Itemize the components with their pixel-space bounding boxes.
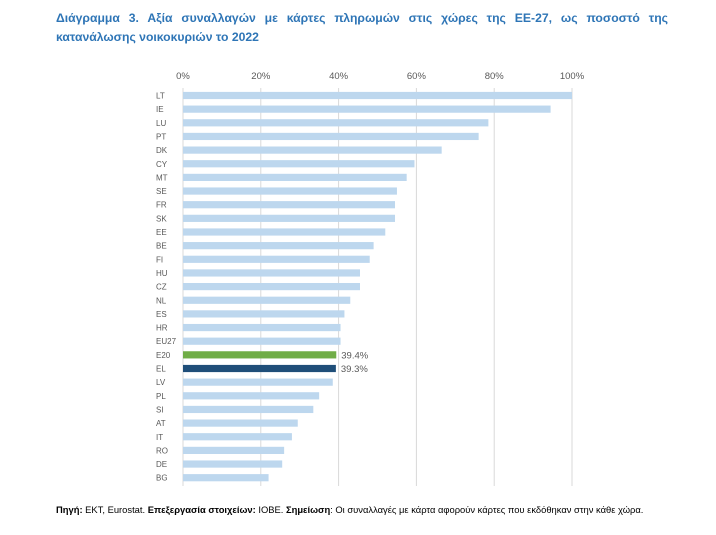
chart-title: Διάγραμμα 3. Αξία συναλλαγών με κάρτες π… <box>56 11 668 44</box>
bar-dk <box>183 146 442 154</box>
source-text: ΕΚΤ, Eurostat. <box>82 504 148 515</box>
bar-ie <box>183 105 551 113</box>
x-tick-label: 40% <box>329 71 349 82</box>
processing-text: ΙΟΒΕ. <box>255 504 286 515</box>
x-tick-label: 20% <box>251 71 271 82</box>
data-labels: 39.4% 39.3% <box>341 350 369 375</box>
bar-be <box>183 242 374 250</box>
bar-lt <box>183 91 572 100</box>
category-label: CY <box>156 160 168 169</box>
bar-pt <box>183 132 479 141</box>
bar-fr <box>183 201 396 209</box>
x-tick-label: 100% <box>560 71 585 82</box>
bar-ee <box>183 228 386 236</box>
category-label: SI <box>156 405 164 414</box>
category-label: BE <box>156 242 167 251</box>
data-label-el: 39.3% <box>341 364 368 375</box>
category-label: RO <box>156 446 168 455</box>
bar-mt <box>183 173 407 181</box>
bar-se <box>183 187 397 195</box>
note-text: : Οι συναλλαγές με κάρτα αφορούν κάρτες … <box>330 504 644 515</box>
bar-si <box>183 405 314 414</box>
bar-lv <box>183 378 333 386</box>
category-label: FR <box>156 201 167 210</box>
bar-chart: 0% 20% 40% 60% 80% 100% LT IE LU PT DK CY MT SE FR SK E… <box>156 71 585 486</box>
category-label: SE <box>156 187 167 196</box>
category-label: LV <box>156 378 166 387</box>
x-tick-label: 80% <box>485 71 505 82</box>
bar-fi <box>183 255 370 263</box>
category-labels: LT IE LU PT DK CY MT SE FR SK EE BE FI HU CZ NL ES HR EU27… <box>156 92 177 483</box>
category-label: FI <box>156 255 163 264</box>
bar-hr <box>183 323 341 332</box>
bar-cy <box>183 160 415 168</box>
bar-e20 <box>183 351 337 359</box>
category-label: IE <box>156 105 164 114</box>
category-label: EE <box>156 228 167 237</box>
chart-footnote: Πηγή: ΕΚΤ, Eurostat. Επεξεργασία στοιχεί… <box>56 502 668 518</box>
bar-it <box>183 433 292 441</box>
category-label: NL <box>156 296 167 305</box>
category-label: HU <box>156 269 168 278</box>
category-label: BG <box>156 474 168 483</box>
bar-bg <box>183 474 269 482</box>
bar-sk <box>183 214 396 222</box>
processing-label: Επεξεργασία στοιχείων: <box>147 504 256 515</box>
category-label: AT <box>156 419 166 428</box>
bar-nl <box>183 296 351 304</box>
category-label: ES <box>156 310 167 319</box>
bar-eu27 <box>183 337 341 345</box>
category-label: HR <box>156 324 168 333</box>
source-label: Πηγή: <box>56 504 83 515</box>
category-label: CZ <box>156 283 167 292</box>
category-label: LU <box>156 119 166 128</box>
bar-hu <box>183 269 360 277</box>
bar-es <box>183 310 345 318</box>
category-label: E20 <box>156 351 171 360</box>
category-label: PT <box>156 132 166 141</box>
category-label: PL <box>156 392 166 401</box>
bar-pl <box>183 392 320 400</box>
category-label: DK <box>156 146 168 155</box>
bars <box>183 91 572 482</box>
bar-de <box>183 460 283 468</box>
bar-el <box>183 364 336 373</box>
category-label: SK <box>156 214 167 223</box>
x-tick-label: 60% <box>407 71 427 82</box>
category-label: EL <box>156 365 166 374</box>
bar-lu <box>183 119 489 127</box>
data-label-e20: 39.4% <box>341 350 368 361</box>
category-label: MT <box>156 173 168 182</box>
category-label: LT <box>156 92 165 101</box>
x-tick-label: 0% <box>176 71 190 82</box>
bar-cz <box>183 283 360 291</box>
bar-ro <box>183 446 285 454</box>
bar-at <box>183 419 298 427</box>
category-label: IT <box>156 433 163 442</box>
category-label: EU27 <box>156 337 177 346</box>
category-label: DE <box>156 460 167 469</box>
x-axis-ticks: 0% 20% 40% 60% 80% 100% <box>176 71 585 82</box>
note-label: Σημείωση <box>285 504 331 515</box>
